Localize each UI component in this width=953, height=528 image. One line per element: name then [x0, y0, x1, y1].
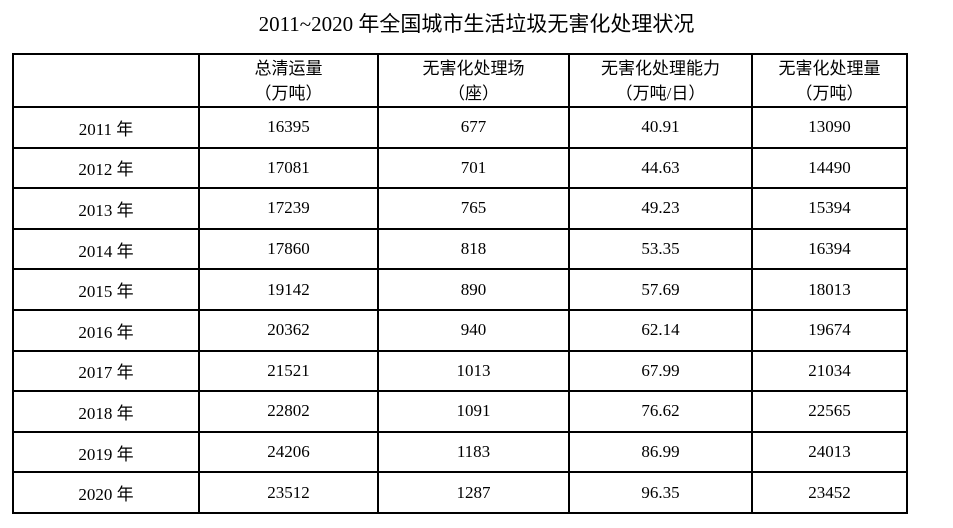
value-cell: 19142 [198, 268, 379, 311]
value-cell: 765 [377, 187, 570, 230]
value-cell: 890 [377, 268, 570, 311]
table-row-2013: 2013 年 17239 765 49.23 15394 [12, 187, 908, 230]
value-cell: 17860 [198, 227, 379, 271]
table-row-2020: 2020 年 23512 1287 96.35 23452 [12, 471, 908, 514]
value-cell: 14490 [751, 146, 908, 190]
year-cell: 2011 年 [12, 106, 200, 149]
table-row-2012: 2012 年 17081 701 44.63 14490 [12, 146, 908, 190]
value-cell: 67.99 [568, 349, 753, 393]
value-cell: 49.23 [568, 187, 753, 230]
value-cell: 62.14 [568, 308, 753, 352]
value-cell: 16395 [198, 106, 379, 149]
value-cell: 23512 [198, 471, 379, 514]
year-cell: 2014 年 [12, 227, 200, 271]
table-row-2014: 2014 年 17860 818 53.35 16394 [12, 227, 908, 271]
value-cell: 22802 [198, 390, 379, 433]
value-cell: 86.99 [568, 430, 753, 474]
header-cell-year-blank [12, 53, 200, 108]
year-cell: 2020 年 [12, 471, 200, 514]
year-cell: 2017 年 [12, 349, 200, 393]
value-cell: 1091 [377, 390, 570, 433]
value-cell: 16394 [751, 227, 908, 271]
value-cell: 21034 [751, 349, 908, 393]
value-cell: 23452 [751, 471, 908, 514]
header-unit: （万吨/日） [615, 83, 706, 103]
header-label: 总清运量 [254, 58, 323, 78]
value-cell: 19674 [751, 308, 908, 352]
value-cell: 15394 [751, 187, 908, 230]
page-title: 2011~2020 年全国城市生活垃圾无害化处理状况 [258, 12, 695, 36]
value-cell: 677 [377, 106, 570, 149]
table-row-2017: 2017 年 21521 1013 67.99 21034 [12, 349, 908, 393]
table-row-2019: 2019 年 24206 1183 86.99 24013 [12, 430, 908, 474]
value-cell: 21521 [198, 349, 379, 393]
value-cell: 40.91 [568, 106, 753, 149]
value-cell: 22565 [751, 390, 908, 433]
header-cell-treatment-plants: 无害化处理场 （座） [377, 53, 570, 108]
table-row-2016: 2016 年 20362 940 62.14 19674 [12, 308, 908, 352]
year-cell: 2013 年 [12, 187, 200, 230]
value-cell: 96.35 [568, 471, 753, 514]
value-cell: 24013 [751, 430, 908, 474]
value-cell: 76.62 [568, 390, 753, 433]
value-cell: 17239 [198, 187, 379, 230]
value-cell: 20362 [198, 308, 379, 352]
value-cell: 44.63 [568, 146, 753, 190]
header-unit: （万吨） [795, 83, 864, 103]
header-row: 总清运量 （万吨） 无害化处理场 （座） 无害化处理能力 （万吨/日） 无害化处… [12, 53, 908, 108]
value-cell: 17081 [198, 146, 379, 190]
table-row-2011: 2011 年 16395 677 40.91 13090 [12, 106, 908, 149]
table-row-2018: 2018 年 22802 1091 76.62 22565 [12, 390, 908, 433]
header-label: 无害化处理能力 [601, 58, 720, 78]
value-cell: 13090 [751, 106, 908, 149]
header-cell-total-collected: 总清运量 （万吨） [198, 53, 379, 108]
year-cell: 2012 年 [12, 146, 200, 190]
value-cell: 18013 [751, 268, 908, 311]
value-cell: 1287 [377, 471, 570, 514]
value-cell: 940 [377, 308, 570, 352]
value-cell: 1013 [377, 349, 570, 393]
header-cell-treatment-capacity: 无害化处理能力 （万吨/日） [568, 53, 753, 108]
value-cell: 53.35 [568, 227, 753, 271]
header-unit: （座） [448, 83, 499, 103]
value-cell: 1183 [377, 430, 570, 474]
header-label: 无害化处理场 [422, 58, 525, 78]
header-cell-treatment-volume: 无害化处理量 （万吨） [751, 53, 908, 108]
table-row-2015: 2015 年 19142 890 57.69 18013 [12, 268, 908, 311]
value-cell: 818 [377, 227, 570, 271]
year-cell: 2016 年 [12, 308, 200, 352]
waste-treatment-table: 总清运量 （万吨） 无害化处理场 （座） 无害化处理能力 （万吨/日） 无害化处… [12, 53, 908, 514]
year-cell: 2019 年 [12, 430, 200, 474]
value-cell: 57.69 [568, 268, 753, 311]
value-cell: 701 [377, 146, 570, 190]
header-label: 无害化处理量 [778, 58, 881, 78]
year-cell: 2015 年 [12, 268, 200, 311]
value-cell: 24206 [198, 430, 379, 474]
year-cell: 2018 年 [12, 390, 200, 433]
header-unit: （万吨） [254, 83, 323, 103]
